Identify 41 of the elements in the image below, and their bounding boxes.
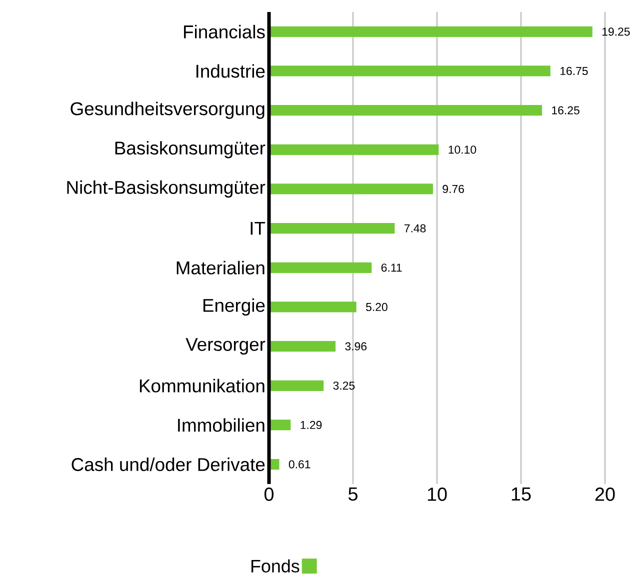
- bar: [269, 105, 542, 116]
- bar: [269, 26, 592, 37]
- bar: [269, 341, 336, 352]
- data-label: 0.61: [288, 460, 310, 468]
- data-label: 16.75: [560, 66, 588, 76]
- y-tick-label: Basiskonsumgüter: [115, 141, 266, 158]
- y-tick-label: Financials: [184, 24, 265, 38]
- y-tick-label: Gesundheitsversorgung: [70, 102, 264, 119]
- x-tick-label: 5: [348, 488, 358, 501]
- data-label: 10.10: [448, 146, 476, 154]
- y-tick-label: Kommunikation: [140, 378, 264, 392]
- bar: [269, 302, 356, 312]
- x-tick-label: 15: [512, 488, 531, 501]
- data-label: 6.11: [381, 264, 402, 272]
- y-tick-label: Industrie: [196, 64, 265, 78]
- bar: [269, 262, 372, 273]
- y-tick-label: Energie: [203, 298, 265, 316]
- data-label: 5.20: [366, 302, 388, 312]
- data-label: 19.25: [602, 28, 630, 36]
- bar: [269, 144, 439, 155]
- data-label: 9.76: [442, 184, 464, 194]
- bar: [269, 223, 395, 234]
- legend-label: Fonds: [251, 559, 300, 573]
- y-tick-label: Nicht-Basiskonsumgüter: [67, 180, 266, 198]
- y-tick-label: Materialien: [176, 260, 264, 274]
- x-tick-label: 20: [595, 488, 615, 501]
- data-label: 7.48: [404, 224, 426, 232]
- x-tick-label: 10: [428, 488, 447, 501]
- bar: [269, 420, 291, 430]
- x-tick-label: 0: [264, 488, 274, 501]
- data-label: 1.29: [300, 420, 322, 430]
- bar: [269, 380, 324, 391]
- y-tick-label: Immobilien: [178, 418, 264, 432]
- bar: [269, 66, 550, 76]
- bar: [269, 184, 433, 194]
- y-tick-label: Cash und/oder Derivate: [72, 458, 265, 472]
- data-label: 16.25: [552, 106, 580, 114]
- data-label: 3.25: [333, 382, 355, 390]
- y-tick-label: IT: [250, 222, 266, 235]
- data-label: 3.96: [345, 342, 367, 350]
- y-tick-label: Versorger: [186, 338, 266, 355]
